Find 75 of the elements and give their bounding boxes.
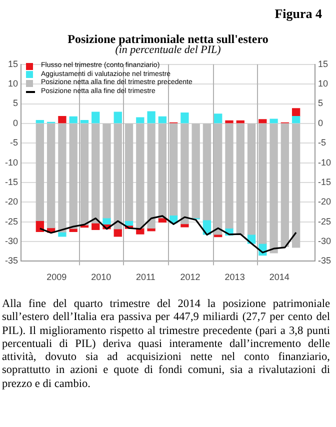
bar — [225, 120, 234, 124]
chart-subtitle: (in percentuale del PIL) — [114, 44, 222, 56]
bar — [58, 116, 66, 124]
y2-tick-label: 5 — [318, 98, 324, 108]
bar — [180, 223, 189, 228]
y-tick-label: 10 — [8, 78, 18, 89]
y-tick-label: -20 — [4, 196, 18, 207]
bar — [158, 116, 167, 124]
y2-tick-label: -5 — [318, 138, 326, 148]
bar — [80, 124, 89, 226]
bar — [292, 108, 300, 117]
bar — [270, 124, 278, 254]
y2-tick-label: -25 — [318, 216, 332, 226]
y-tick-label: 15 — [8, 58, 18, 69]
bar — [136, 117, 144, 124]
bar — [270, 118, 278, 124]
bar — [136, 124, 144, 228]
x-tick-label: 2012 — [180, 272, 200, 282]
y2-tick-label: -20 — [318, 196, 332, 207]
y2-tick-label: 0 — [318, 118, 324, 128]
y-tick-label: -15 — [4, 176, 18, 187]
bar — [214, 124, 222, 235]
bar — [214, 114, 222, 124]
bar — [258, 124, 267, 244]
bar — [247, 124, 256, 235]
bar — [36, 124, 44, 221]
bar — [180, 124, 189, 224]
bar — [236, 124, 244, 236]
y-tick-label: -10 — [4, 157, 18, 168]
x-tick-label: 2011 — [136, 272, 156, 282]
bar — [158, 124, 167, 218]
y-tick-label: 5 — [12, 98, 18, 108]
text: Alla fine del quarto trimestre del 2014 la posizione patrimoniale sull’estero dell’Italia era passiva per 447,9 miliardi (27,7 per cento del PIL). Il miglioramento rispetto al trimestre precedente (pari a 3,8 punti percentuali di PIL) deriva quasi interamente dall’incremento delle attività, dovuto sia ad acquisizioni nette nel conto finanziario, soprattutto in azioni e quote di fondi comuni, sia a rivalutazioni di prezzo e di cambio. — [2, 298, 330, 392]
y2-tick-label: -10 — [318, 157, 332, 168]
x-tick-label: 2009 — [46, 272, 67, 282]
y2-tick-label: 15 — [318, 58, 328, 69]
y-tick-label: -25 — [4, 216, 18, 226]
bar — [58, 124, 66, 232]
bar — [147, 124, 156, 228]
chart-title: Posizione patrimoniale netta sull'estero — [66, 32, 270, 46]
bar — [280, 124, 290, 247]
bar — [225, 124, 234, 228]
bar — [292, 116, 300, 124]
bar — [192, 124, 200, 218]
bar — [92, 124, 100, 224]
bar — [292, 124, 300, 248]
bar — [124, 124, 134, 221]
bar — [102, 124, 111, 218]
y-tick-label: -30 — [4, 236, 18, 246]
bar — [180, 112, 189, 124]
y2-tick-label: 10 — [318, 78, 328, 89]
bar — [69, 124, 78, 229]
bar — [169, 124, 178, 216]
bar — [102, 218, 111, 225]
x-tick-label: 2014 — [269, 272, 290, 282]
bar — [46, 124, 56, 228]
x-tick-label: 2013 — [224, 272, 245, 282]
bar — [114, 112, 122, 124]
text: Figura 4 — [274, 6, 322, 22]
bar — [202, 124, 212, 220]
y-tick-label: 0 — [12, 118, 18, 128]
y2-tick-label: -30 — [318, 236, 332, 246]
x-tick-label: 2010 — [91, 272, 112, 282]
bar — [92, 112, 100, 124]
bar — [236, 120, 244, 124]
y2-tick-label: -15 — [318, 176, 332, 187]
y-tick-label: -35 — [4, 256, 18, 266]
bar — [114, 124, 122, 230]
y2-tick-label: -35 — [318, 256, 332, 266]
bar — [69, 116, 78, 124]
y-tick-label: -5 — [10, 138, 18, 148]
bar — [36, 120, 44, 124]
bar — [147, 111, 156, 124]
bar — [258, 119, 267, 124]
bar — [80, 120, 89, 124]
